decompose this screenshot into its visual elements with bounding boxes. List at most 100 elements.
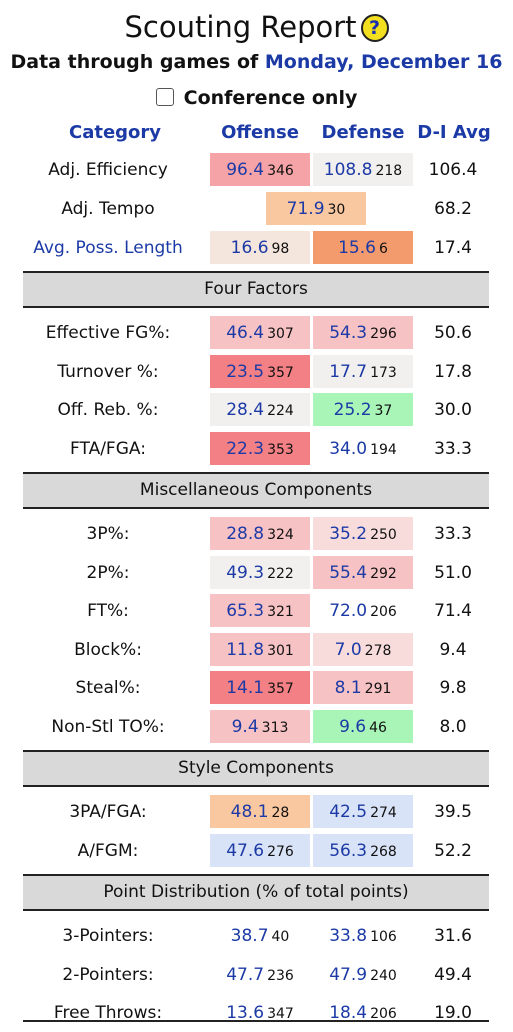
table-row: Steal%: 14.1 357 8.1 291 9.8 <box>0 669 513 707</box>
stat-rank: 274 <box>370 805 397 821</box>
stat-value[interactable]: 65.3 <box>226 601 265 621</box>
di-avg-value: 33.3 <box>434 524 472 544</box>
row-label: 2P%: <box>86 562 130 583</box>
defense-cell: 108.8 218 <box>313 153 413 186</box>
stat-rank: 222 <box>267 565 294 582</box>
stat-rank: 353 <box>267 441 294 458</box>
defense-cell: 8.1 291 <box>313 671 413 704</box>
offense-cell: 46.4 307 <box>210 316 310 349</box>
defense-cell: 54.3 296 <box>313 316 413 349</box>
defense-cell: 18.4 206 <box>313 996 413 1029</box>
stat-rank: 46 <box>369 719 387 736</box>
section-header: Miscellaneous Components <box>23 472 489 509</box>
stat-rank: 6 <box>378 241 388 257</box>
row-label: Effective FG%: <box>45 323 171 343</box>
offense-cell: 11.8 301 <box>210 632 310 666</box>
stat-value[interactable]: 47.7 <box>226 964 265 985</box>
stat-value[interactable]: 96.4 <box>226 160 265 180</box>
stat-rank: 37 <box>374 403 393 419</box>
stat-rank: 307 <box>267 326 294 342</box>
section-header: Point Distribution (% of total points) <box>23 874 489 911</box>
stat-value[interactable]: 72.0 <box>329 601 368 621</box>
row-label: Adj. Tempo <box>61 199 155 219</box>
header-category[interactable]: Category <box>68 122 162 143</box>
stat-value[interactable]: 18.4 <box>329 1003 368 1023</box>
stat-value[interactable]: 48.1 <box>230 802 269 822</box>
stat-value[interactable]: 7.0 <box>334 639 362 660</box>
stat-rank: 324 <box>267 527 294 543</box>
stat-rank: 98 <box>271 241 290 257</box>
stat-value[interactable]: 13.6 <box>226 1003 265 1023</box>
header-offense[interactable]: Offense <box>221 122 299 143</box>
stat-value[interactable]: 8.1 <box>334 678 362 698</box>
stat-rank: 224 <box>267 403 294 419</box>
di-avg-value: 8.0 <box>439 716 467 737</box>
di-avg-value: 49.4 <box>434 964 472 985</box>
defense-cell: 35.2 250 <box>313 517 413 550</box>
stat-rank: 40 <box>271 929 290 945</box>
stat-value[interactable]: 55.4 <box>329 562 368 583</box>
table-row: 3PA/FGA: 48.1 28 42.5 274 39.5 <box>0 793 513 831</box>
stat-rank: 206 <box>370 1006 397 1022</box>
offense-cell: 14.1 357 <box>210 671 310 704</box>
stat-rank: 206 <box>370 604 397 620</box>
stat-rank: 313 <box>261 719 289 736</box>
stat-value[interactable]: 28.4 <box>226 400 265 420</box>
stat-rank: 292 <box>370 565 397 582</box>
stat-value[interactable]: 42.5 <box>329 802 368 822</box>
offense-cell: 49.3 222 <box>210 555 310 589</box>
stat-rank: 218 <box>375 163 403 179</box>
di-avg-value: 68.2 <box>434 199 472 219</box>
table-row: Adj. Tempo 71.9 30 68.2 <box>0 190 513 228</box>
stat-value[interactable]: 56.3 <box>329 840 368 861</box>
row-label: Adj. Efficiency <box>48 160 168 180</box>
stat-value[interactable]: 15.6 <box>338 238 376 258</box>
stat-value[interactable]: 47.9 <box>329 964 368 985</box>
stat-rank: 296 <box>370 326 397 342</box>
defense-cell: 34.0 194 <box>313 431 413 465</box>
stat-value[interactable]: 38.7 <box>230 926 269 946</box>
row-label: Turnover %: <box>57 361 159 382</box>
conference-checkbox[interactable] <box>155 88 174 106</box>
stat-value[interactable]: 47.6 <box>226 840 265 861</box>
stat-value[interactable]: 71.9 <box>286 199 325 219</box>
stat-value[interactable]: 108.8 <box>323 160 373 180</box>
di-avg-value: 52.2 <box>434 840 472 861</box>
stat-value[interactable]: 33.8 <box>329 926 368 946</box>
di-avg-value: 9.8 <box>439 678 467 698</box>
stat-rank: 278 <box>364 642 392 659</box>
stat-rank: 250 <box>370 527 397 543</box>
row-label[interactable]: Avg. Poss. Length <box>33 238 183 258</box>
stat-value[interactable]: 9.4 <box>231 716 259 737</box>
row-label: Free Throws: <box>53 1003 163 1023</box>
stat-value[interactable]: 25.2 <box>333 400 372 420</box>
row-label: Block%: <box>74 639 142 660</box>
stat-value[interactable]: 16.6 <box>230 238 269 258</box>
table-row: 3P%: 28.8 324 35.2 250 33.3 <box>0 515 513 553</box>
stat-value[interactable]: 46.4 <box>226 323 265 343</box>
stat-value[interactable]: 14.1 <box>226 678 265 698</box>
header-di-avg[interactable]: D-I Avg <box>417 122 491 143</box>
stat-value[interactable]: 49.3 <box>226 562 265 583</box>
stat-value[interactable]: 54.3 <box>329 323 368 343</box>
stat-value[interactable]: 11.8 <box>226 639 265 660</box>
stat-rank: 276 <box>267 843 294 860</box>
conference-filter[interactable]: Conference only <box>0 83 513 113</box>
di-avg-value: 51.0 <box>434 562 472 583</box>
stat-value[interactable]: 17.7 <box>329 361 368 382</box>
stat-rank: 28 <box>271 805 290 821</box>
stat-value[interactable]: 22.3 <box>226 438 265 459</box>
offense-cell: 23.5 357 <box>210 354 310 388</box>
offense-cell: 28.8 324 <box>210 517 310 550</box>
help-icon[interactable]: ? <box>360 14 389 42</box>
header-defense[interactable]: Defense <box>321 122 405 143</box>
defense-cell: 33.8 106 <box>313 919 413 952</box>
stat-value[interactable]: 23.5 <box>226 361 265 382</box>
stat-value[interactable]: 28.8 <box>226 524 265 544</box>
stat-value[interactable]: 35.2 <box>329 524 368 544</box>
defense-cell: 15.6 6 <box>313 231 413 264</box>
offense-cell: 9.4 313 <box>210 709 310 743</box>
conference-label: Conference only <box>183 87 358 109</box>
stat-value[interactable]: 34.0 <box>329 438 368 459</box>
stat-value[interactable]: 9.6 <box>339 716 367 737</box>
